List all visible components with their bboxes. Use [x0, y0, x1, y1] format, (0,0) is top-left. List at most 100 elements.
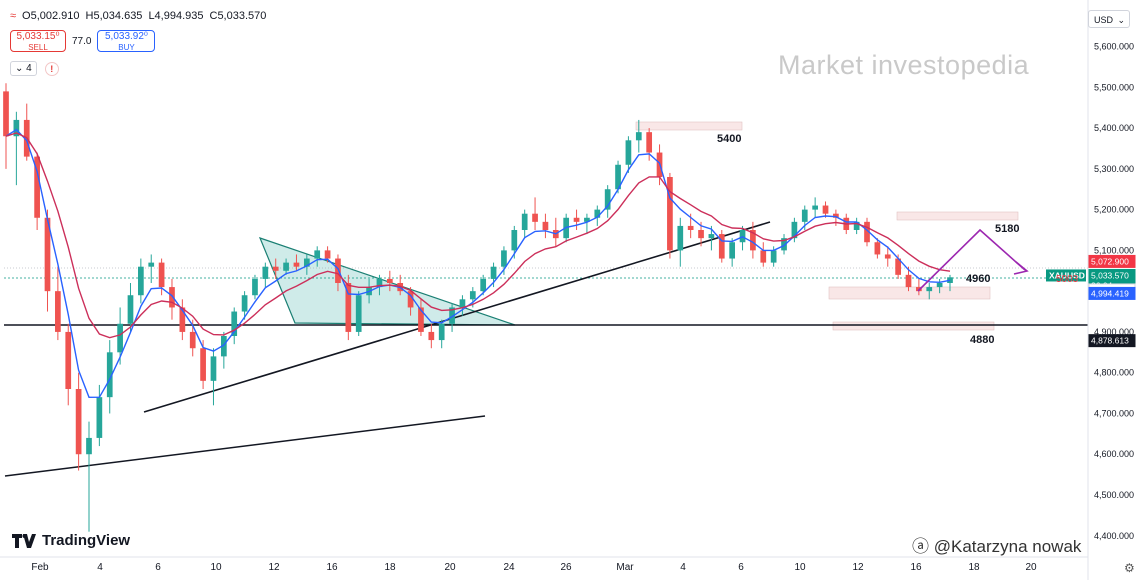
candle-body [355, 295, 362, 332]
candle-body [542, 221, 549, 230]
candle-body [262, 266, 269, 279]
candle-body [625, 140, 632, 165]
candle-body [376, 278, 383, 288]
candle-body [511, 230, 518, 251]
price-label-text: 4,878.613 [1091, 336, 1129, 346]
candle-body [169, 287, 175, 308]
zone-label-5180: 5180 [995, 223, 1019, 235]
candle-body [791, 221, 798, 239]
warning-icon[interactable]: ! [44, 61, 59, 76]
candle-body [231, 311, 238, 336]
candle-body [200, 348, 206, 381]
x-tick-label: 18 [384, 562, 396, 573]
candle-body [283, 262, 289, 271]
sell-price: 5,033.15⁰ [16, 31, 60, 42]
watermark-text: Market investopedia [778, 50, 1030, 80]
y-tick-label: 4,500.000 [1094, 490, 1134, 500]
trendline-lower [4, 415, 486, 477]
price-label-text: 5,072.900 [1091, 256, 1129, 266]
candle-body [501, 250, 507, 267]
candle-body [106, 352, 113, 398]
candle-body [926, 287, 933, 292]
tradingview-logo-icon [12, 533, 36, 548]
candle-body [698, 230, 704, 239]
symbol-side-label: 5003 [1056, 274, 1079, 285]
support-zone-4880 [832, 321, 995, 331]
currency-value: USD [1094, 15, 1114, 25]
x-tick-label: 16 [910, 562, 922, 573]
buy-label: BUY [118, 43, 135, 52]
candle-body [750, 230, 756, 251]
resistance-zone-5400 [635, 121, 743, 131]
x-tick-label: 6 [155, 562, 161, 573]
candle-body [148, 262, 155, 267]
indicator-toggle: ⌄ 4 ! [10, 61, 59, 76]
currency-swap-icon[interactable]: ≈ [10, 10, 17, 22]
candle-body [324, 250, 331, 259]
close-value: C5,033.570 [209, 10, 267, 22]
high-value: H5,034.635 [85, 10, 143, 22]
ema-slow-line [5, 132, 951, 339]
price-label-text: 4,994.419 [1091, 288, 1129, 298]
candle-body [905, 274, 912, 288]
candle-body [220, 336, 227, 357]
candle-body [521, 213, 528, 230]
candle-body [34, 156, 40, 218]
buy-button[interactable]: 5,033.92⁰ BUY [97, 30, 156, 52]
tradingview-logo[interactable]: TradingView [12, 532, 130, 549]
x-tick-label: 10 [210, 562, 222, 573]
candle-body [812, 205, 818, 210]
candle-body [158, 262, 165, 288]
gear-icon[interactable]: ⚙ [1124, 561, 1135, 575]
candle-body [44, 217, 51, 292]
indicator-count: 4 [26, 63, 32, 74]
candlestick-series [3, 83, 953, 532]
candle-body [646, 132, 653, 153]
x-tick-label: Mar [616, 562, 634, 573]
x-tick-label: 6 [738, 562, 744, 573]
y-tick-label: 5,400.000 [1094, 123, 1134, 133]
x-tick-label: 26 [560, 562, 572, 573]
candle-body [252, 278, 258, 296]
x-tick-label: 10 [794, 562, 806, 573]
y-tick-label: 4,700.000 [1094, 408, 1134, 418]
zone-label-4880: 4880 [970, 334, 994, 346]
candle-body [449, 307, 455, 324]
candle-body [117, 323, 123, 353]
candle-body [874, 242, 881, 255]
candle-body [407, 291, 414, 308]
price-label-text: 5,033.570 [1091, 270, 1129, 280]
candle-body [718, 234, 725, 259]
price-label-box [1088, 254, 1136, 268]
candle-body [532, 213, 538, 222]
candle-body [303, 258, 310, 267]
price-label-box [1088, 334, 1136, 348]
x-tick-label: 20 [444, 562, 456, 573]
currency-select[interactable]: USD ⌄ [1088, 10, 1130, 28]
candle-body [210, 356, 217, 381]
candle-body [459, 299, 466, 308]
indicators-collapse-button[interactable]: ⌄ 4 [10, 61, 37, 76]
y-tick-label: 5,100.000 [1094, 245, 1134, 255]
candle-body [179, 307, 186, 332]
price-axis-labels: 5,072.900XAUUSD5,033.57026:045,003.0004,… [1046, 254, 1136, 348]
candle-body [895, 258, 901, 275]
candle-body [96, 397, 103, 438]
trendline-upper [143, 221, 771, 413]
logo-text: TradingView [42, 532, 131, 549]
time-axis[interactable]: Feb 4 6 10 12 16 18 20 24 26 Mar 4 6 10 12 16 18 20 [31, 562, 1037, 573]
sell-label: SELL [28, 43, 48, 52]
candle-body [189, 331, 196, 349]
resistance-zone-5180 [896, 211, 1019, 221]
y-tick-label: 5,500.000 [1094, 82, 1134, 92]
candle-body [584, 217, 590, 222]
candle-body [677, 225, 684, 251]
candle-body [573, 217, 580, 222]
y-tick-label: 4,800.000 [1094, 368, 1134, 378]
sell-button[interactable]: 5,033.15⁰ SELL [10, 30, 66, 52]
candle-body [864, 221, 870, 243]
symbol-tag-text: XAUUSD [1049, 270, 1085, 280]
candle-body [853, 221, 860, 230]
open-value: O5,002.910 [22, 10, 80, 22]
